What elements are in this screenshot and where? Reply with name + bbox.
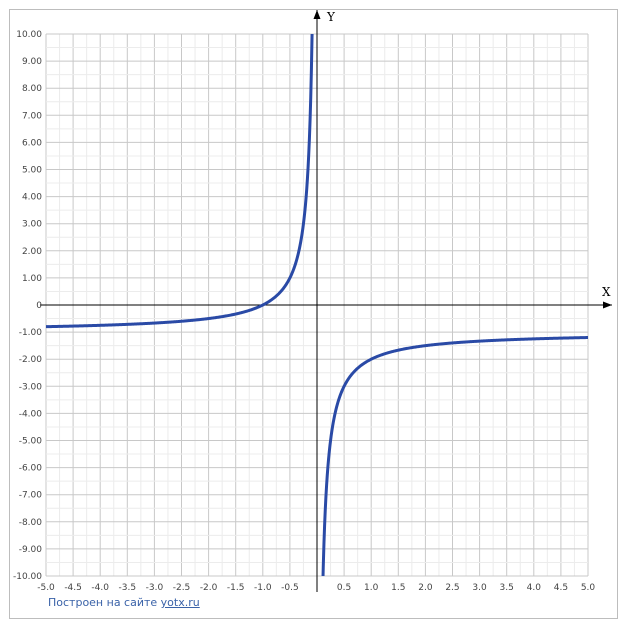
credit-link[interactable]: yotx.ru	[160, 596, 200, 609]
curve-branch-right	[321, 336, 588, 576]
x-tick-label: 5.0	[581, 583, 596, 593]
axes	[40, 10, 612, 592]
y-tick-label: 4.00	[22, 193, 42, 203]
x-tick-label: 3.0	[472, 583, 487, 593]
x-axis-label: X	[602, 285, 611, 299]
x-tick-label: -4.0	[91, 583, 109, 593]
curve	[46, 34, 588, 576]
x-tick-label: -0.5	[281, 583, 299, 593]
chart-frame	[9, 9, 618, 619]
x-tick-label: 1.0	[364, 583, 379, 593]
y-tick-label: 3.00	[22, 220, 42, 230]
x-tick-label: 2.5	[445, 583, 459, 593]
y-tick-label: -1.00	[19, 328, 43, 338]
x-tick-label: 4.5	[554, 583, 568, 593]
y-tick-label: -7.00	[19, 491, 43, 501]
y-tick-label: -6.00	[19, 464, 43, 474]
y-tick-label: -3.00	[19, 382, 43, 392]
y-tick-label: -5.00	[19, 437, 43, 447]
credit-line: Построен на сайте yotx.ru	[48, 596, 200, 609]
x-tick-label: -2.0	[200, 583, 218, 593]
y-axis-arrow-icon	[313, 10, 321, 19]
x-tick-label: -5.0	[37, 583, 55, 593]
x-tick-label: 2.0	[418, 583, 433, 593]
x-tick-label: -4.5	[64, 583, 82, 593]
x-axis-arrow-icon	[603, 301, 612, 309]
x-tick-label: -1.5	[227, 583, 245, 593]
x-tick-label: -3.5	[119, 583, 137, 593]
x-tick-label: 3.5	[500, 583, 514, 593]
y-tick-label: 5.00	[22, 166, 42, 176]
y-tick-label: -2.00	[19, 355, 43, 365]
y-tick-label: 7.00	[22, 111, 42, 121]
y-tick-label: 6.00	[22, 138, 42, 148]
x-tick-label: 1.5	[391, 583, 405, 593]
y-tick-label: -10.00	[13, 572, 42, 582]
y-tick-label: -4.00	[19, 409, 43, 419]
y-axis-label: Y	[326, 10, 336, 24]
x-tick-label: 0.5	[337, 583, 351, 593]
y-tick-label: 8.00	[22, 84, 42, 94]
x-tick-label: -1.0	[254, 583, 272, 593]
y-tick-label: 10.00	[16, 30, 42, 40]
credit-text: Построен на сайте	[48, 596, 161, 609]
tick-labels: -5.0 -4.5 -4.0 -3.5 -3.0 -2.5 -2.0 -1.5 -1.0 -0.5…	[13, 30, 595, 593]
y-tick-label: -9.00	[19, 545, 43, 555]
y-tick-label: 2.00	[22, 247, 42, 257]
x-tick-label: -3.0	[146, 583, 164, 593]
y-tick-label: 0	[36, 301, 42, 311]
x-tick-label: 4.0	[527, 583, 542, 593]
y-tick-label: -8.00	[19, 518, 43, 528]
y-tick-label: 9.00	[22, 57, 42, 67]
y-tick-label: 1.00	[22, 274, 42, 284]
x-tick-label: -2.5	[173, 583, 191, 593]
curve-branch-left	[46, 34, 314, 329]
